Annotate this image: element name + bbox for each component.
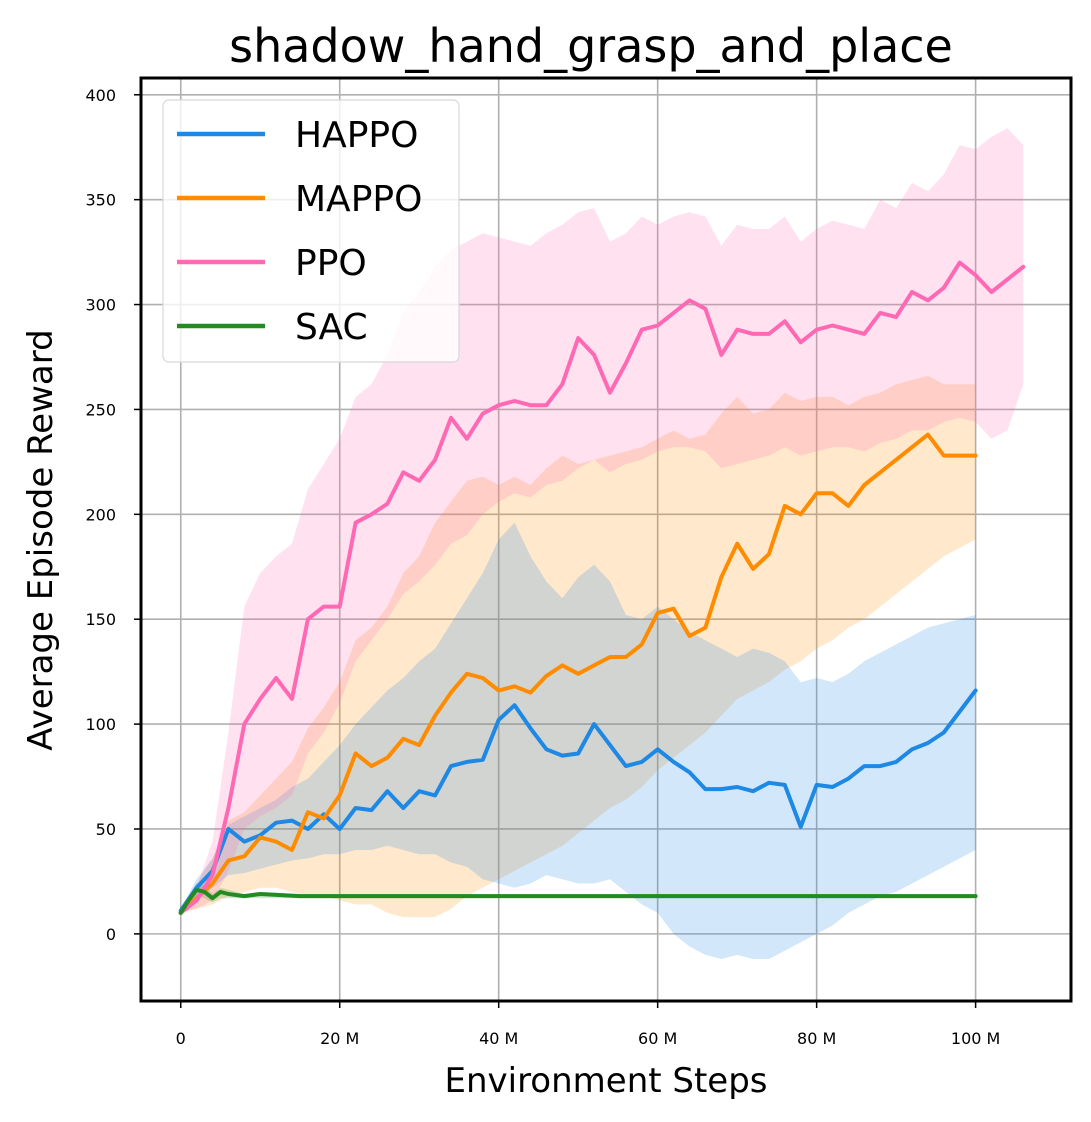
y-tick-label: 250 <box>85 400 116 419</box>
y-tick-label: 50 <box>96 820 116 839</box>
x-tick-label: 100 M <box>951 1029 1000 1048</box>
y-axis-label: Average Episode Reward <box>21 329 61 750</box>
x-tick-label: 80 M <box>797 1029 836 1048</box>
y-tick-label: 400 <box>85 86 116 105</box>
legend-label-ppo: PPO <box>295 243 367 284</box>
y-tick-label: 350 <box>85 191 116 210</box>
confidence-bands <box>180 128 1024 959</box>
x-axis-label: Environment Steps <box>444 1061 767 1101</box>
legend-label-happo: HAPPO <box>295 115 418 156</box>
x-tick-label: 20 M <box>320 1029 359 1048</box>
y-tick-label: 0 <box>106 925 116 944</box>
x-tick-label: 40 M <box>479 1029 518 1048</box>
x-tick-label: 60 M <box>638 1029 677 1048</box>
mappo-confidence-band <box>180 375 976 918</box>
legend-label-sac: SAC <box>295 307 368 348</box>
legend-box <box>162 99 460 363</box>
y-tick-label: 200 <box>85 505 116 524</box>
chart-title: shadow_hand_grasp_and_place <box>229 19 953 73</box>
y-tick-label: 100 <box>85 715 116 734</box>
sac-series-line <box>178 887 978 915</box>
y-tick-label: 300 <box>85 296 116 315</box>
series-lines <box>178 260 1026 915</box>
y-tick-label: 150 <box>85 610 116 629</box>
legend-label-mappo: MAPPO <box>295 179 422 220</box>
mappo-series-line <box>178 432 978 915</box>
happo-confidence-band <box>180 522 976 959</box>
happo-series-line <box>178 688 978 913</box>
ppo-confidence-band <box>180 128 1024 913</box>
plot-frame <box>139 76 1073 1003</box>
axis-ticks: 0 20 M 40 M 60 M 80 M 100 M 0 50 100 150 200 250 300… <box>85 86 1000 1048</box>
ppo-series-line <box>178 260 1026 915</box>
grid <box>141 78 1071 1001</box>
legend: HAPPO MAPPO PPO SAC <box>162 99 460 363</box>
x-tick-label: 0 <box>176 1029 186 1048</box>
